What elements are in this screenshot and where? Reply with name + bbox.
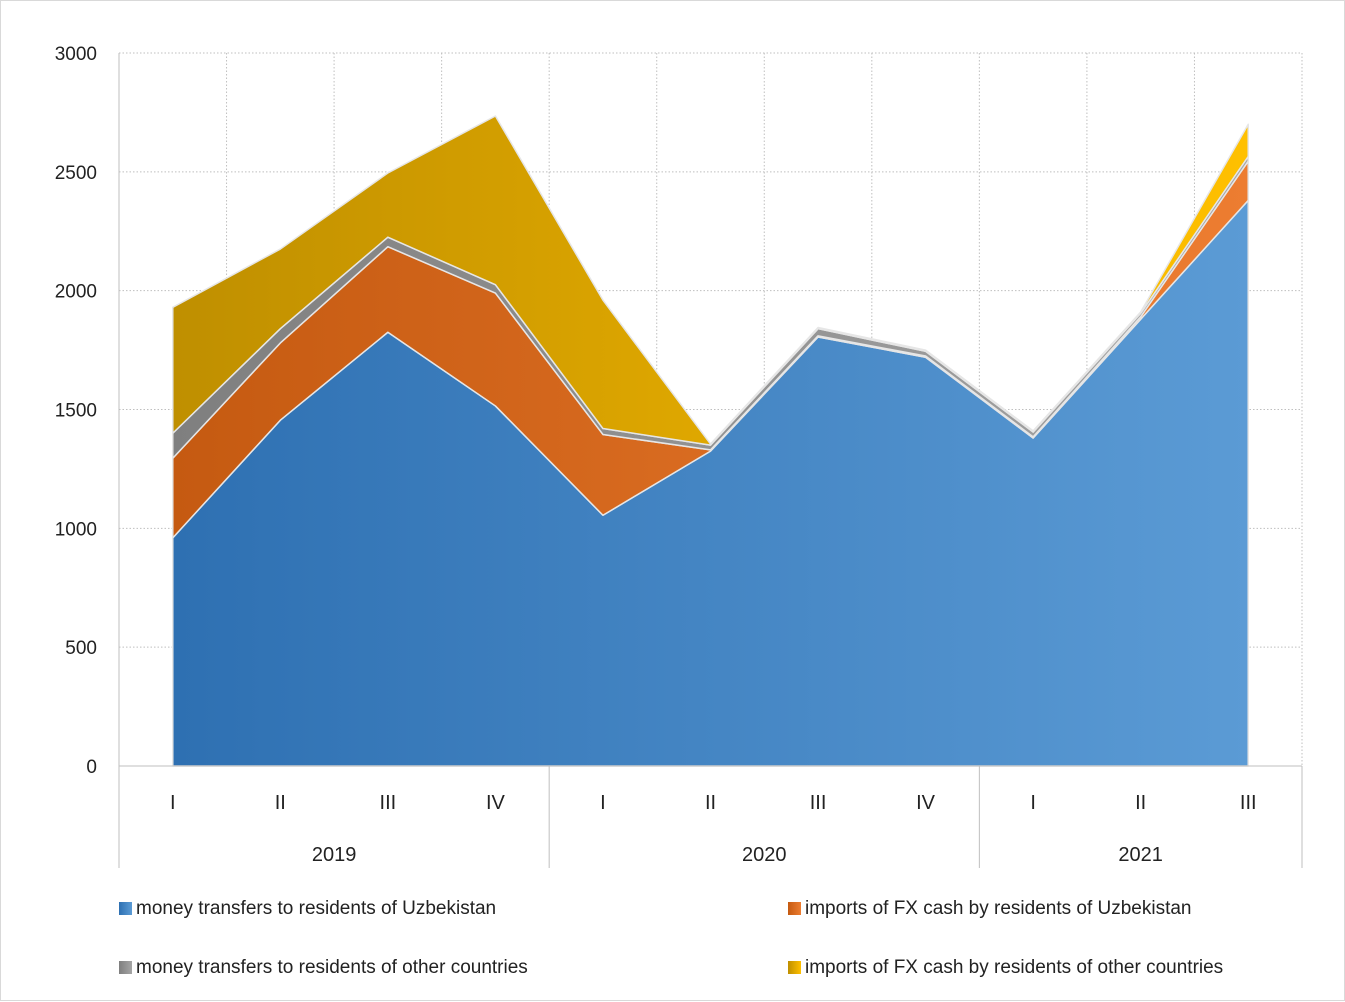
legend-label: money transfers to residents of other co… bbox=[136, 957, 528, 978]
legend-swatch bbox=[119, 902, 132, 915]
area-series-4 bbox=[172, 115, 1249, 446]
x-category-label: IV bbox=[486, 792, 506, 814]
y-tick-label: 2000 bbox=[55, 282, 97, 303]
y-tick-label: 1000 bbox=[55, 519, 97, 540]
y-tick-label: 0 bbox=[86, 757, 97, 778]
legend-label: money transfers to residents of Uzbekist… bbox=[136, 898, 496, 919]
x-group-label: 2021 bbox=[1118, 844, 1163, 866]
x-group-label: 2019 bbox=[312, 844, 357, 866]
x-category-label: II bbox=[275, 792, 286, 814]
x-category-label: I bbox=[1030, 792, 1036, 814]
y-tick-label: 2500 bbox=[55, 163, 97, 184]
legend-label: imports of FX cash by residents of Uzbek… bbox=[805, 898, 1192, 919]
x-category-label: III bbox=[810, 792, 827, 814]
legend-swatch bbox=[788, 961, 801, 974]
legend-swatch bbox=[788, 902, 801, 915]
series-areas bbox=[172, 115, 1249, 767]
x-group-label: 2020 bbox=[742, 844, 787, 866]
legend-label: imports of FX cash by residents of other… bbox=[805, 957, 1223, 978]
x-category-label: I bbox=[600, 792, 606, 814]
y-tick-label: 500 bbox=[65, 638, 97, 659]
x-category-label: III bbox=[1240, 792, 1257, 814]
x-category-label: II bbox=[1135, 792, 1146, 814]
x-category-label: III bbox=[380, 792, 397, 814]
legend-swatch bbox=[119, 961, 132, 974]
y-tick-label: 3000 bbox=[55, 44, 97, 65]
x-category-label: IV bbox=[916, 792, 936, 814]
x-category-label: II bbox=[705, 792, 716, 814]
legend: money transfers to residents of Uzbekist… bbox=[119, 898, 1223, 978]
y-tick-label: 1500 bbox=[55, 401, 97, 422]
x-category-label: I bbox=[170, 792, 176, 814]
